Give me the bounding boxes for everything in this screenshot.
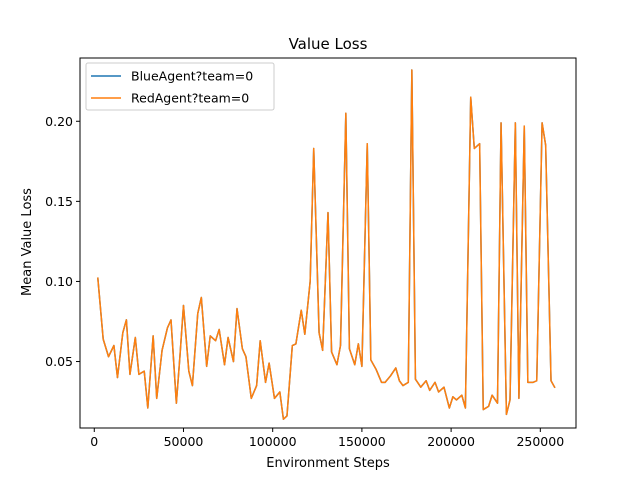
x-axis-title: Environment Steps — [266, 456, 390, 471]
y-axis-title: Mean Value Loss — [20, 188, 35, 296]
series-line-2 — [97, 69, 556, 420]
plot-frame — [79, 57, 577, 429]
x-tick-label: 50000 — [164, 434, 204, 449]
x-tick-label: 0 — [90, 434, 98, 449]
legend: BlueAgent?team=0 RedAgent?team=0 — [85, 62, 275, 111]
series-lines — [97, 69, 556, 420]
y-tick-label: 0.05 — [45, 354, 73, 369]
x-tick-label: 200000 — [427, 434, 475, 449]
legend-label-2: RedAgent?team=0 — [131, 91, 249, 106]
y-tick-label: 0.10 — [45, 274, 73, 289]
x-tick-label: 250000 — [516, 434, 564, 449]
legend-label-1: BlueAgent?team=0 — [131, 69, 253, 84]
x-tick-label: 100000 — [249, 434, 297, 449]
chart-title: Value Loss — [289, 35, 368, 53]
y-axis-ticks: 0.05 0.10 0.15 0.20 — [45, 114, 80, 369]
x-tick-label: 150000 — [338, 434, 386, 449]
y-tick-label: 0.20 — [45, 114, 73, 129]
legend-box — [85, 62, 275, 111]
x-axis-ticks: 0 50000 100000 150000 200000 250000 — [90, 428, 564, 449]
y-tick-label: 0.15 — [45, 194, 73, 209]
